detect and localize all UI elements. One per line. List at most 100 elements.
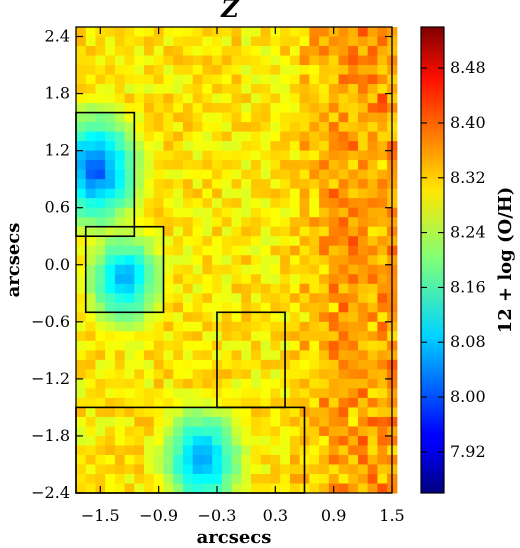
- heatmap-cell: [182, 397, 194, 408]
- heatmap-cell: [357, 293, 369, 304]
- heatmap-cell: [114, 312, 126, 323]
- heatmap-cell: [367, 274, 378, 285]
- heatmap-cell: [182, 435, 194, 446]
- heatmap-cell: [309, 103, 320, 114]
- heatmap-cell: [251, 188, 262, 199]
- heatmap-cell: [367, 188, 378, 199]
- heatmap-cell: [221, 188, 233, 199]
- heatmap-cell: [192, 321, 203, 332]
- heatmap-cell: [182, 302, 194, 313]
- heatmap-cell: [163, 141, 174, 152]
- heatmap-cell: [153, 122, 164, 133]
- heatmap-cell: [105, 169, 116, 180]
- heatmap-cell: [221, 483, 233, 494]
- heatmap-cell: [76, 93, 87, 104]
- heatmap-cell: [367, 483, 378, 494]
- heatmap-cell: [231, 141, 242, 152]
- heatmap-cell: [163, 131, 174, 142]
- heatmap-cell: [280, 46, 291, 57]
- heatmap-cell: [212, 188, 223, 199]
- heatmap-cell: [76, 378, 87, 389]
- heatmap-cell: [348, 169, 359, 180]
- heatmap-cell: [348, 454, 359, 465]
- heatmap-cell: [260, 103, 271, 114]
- heatmap-cell: [348, 179, 359, 190]
- heatmap-cell: [280, 236, 291, 247]
- heatmap-cell: [105, 74, 116, 85]
- heatmap-cell: [309, 388, 320, 399]
- heatmap-cell: [377, 435, 388, 446]
- heatmap-cell: [309, 65, 320, 76]
- heatmap-cell: [124, 454, 135, 465]
- heatmap-cell: [144, 416, 155, 427]
- heatmap-cell: [328, 84, 340, 95]
- heatmap-cell: [251, 103, 262, 114]
- heatmap-cell: [153, 150, 164, 161]
- heatmap-cell: [192, 483, 203, 494]
- heatmap-cell: [328, 407, 340, 418]
- heatmap-cell: [270, 141, 281, 152]
- heatmap-cell: [163, 160, 174, 171]
- heatmap-cell: [328, 397, 340, 408]
- heatmap-cell: [124, 207, 135, 218]
- heatmap-cell: [182, 46, 194, 57]
- heatmap-cell: [114, 150, 126, 161]
- heatmap-cell: [153, 179, 164, 190]
- heatmap-cell: [105, 255, 116, 266]
- heatmap-cell: [367, 179, 378, 190]
- heatmap-cell: [182, 283, 194, 294]
- heatmap-cell: [144, 445, 155, 456]
- heatmap-cell: [299, 198, 310, 209]
- heatmap-cell: [134, 283, 145, 294]
- heatmap-cell: [280, 245, 291, 256]
- heatmap-cell: [328, 312, 340, 323]
- heatmap-cell: [270, 388, 281, 399]
- heatmap-cell: [338, 359, 349, 370]
- heatmap-cell: [76, 369, 87, 380]
- heatmap-cell: [105, 274, 116, 285]
- heatmap-cell: [357, 245, 369, 256]
- heatmap-cell: [299, 369, 310, 380]
- heatmap-cell: [124, 350, 135, 361]
- heatmap-cell: [76, 198, 87, 209]
- heatmap-cell: [163, 150, 174, 161]
- heatmap-cell: [251, 84, 262, 95]
- heatmap-cell: [328, 55, 340, 66]
- heatmap-cell: [173, 188, 184, 199]
- heatmap-cell: [328, 255, 340, 266]
- heatmap-cell: [95, 340, 106, 351]
- heatmap-cell: [153, 160, 164, 171]
- heatmap-cell: [192, 207, 203, 218]
- heatmap-cell: [309, 331, 320, 342]
- heatmap-cell: [182, 207, 194, 218]
- heatmap-cell: [153, 388, 164, 399]
- heatmap-cell: [76, 207, 87, 218]
- heatmap-cell: [270, 122, 281, 133]
- heatmap-cell: [114, 141, 126, 152]
- heatmap-cell: [367, 103, 378, 114]
- heatmap-cell: [270, 65, 281, 76]
- heatmap-cell: [241, 169, 252, 180]
- heatmap-cell: [163, 293, 174, 304]
- heatmap-cell: [202, 236, 213, 247]
- heatmap-cell: [163, 350, 174, 361]
- heatmap-cell: [192, 160, 203, 171]
- heatmap-cell: [124, 445, 135, 456]
- heatmap-cell: [153, 236, 164, 247]
- heatmap-cell: [348, 36, 359, 47]
- heatmap-cell: [85, 46, 96, 57]
- heatmap-cell: [251, 388, 262, 399]
- heatmap-cell: [76, 464, 87, 475]
- heatmap-cell: [319, 74, 330, 85]
- heatmap-cell: [251, 321, 262, 332]
- heatmap-cell: [134, 369, 145, 380]
- heatmap-cell: [182, 378, 194, 389]
- heatmap-cell: [319, 426, 330, 437]
- heatmap-cell: [319, 245, 330, 256]
- heatmap-cell: [251, 397, 262, 408]
- heatmap-cell: [367, 141, 378, 152]
- x-axis-label: arcsecs: [197, 527, 272, 548]
- heatmap-cell: [377, 483, 388, 494]
- heatmap-cell: [182, 226, 194, 237]
- heatmap-cell: [270, 274, 281, 285]
